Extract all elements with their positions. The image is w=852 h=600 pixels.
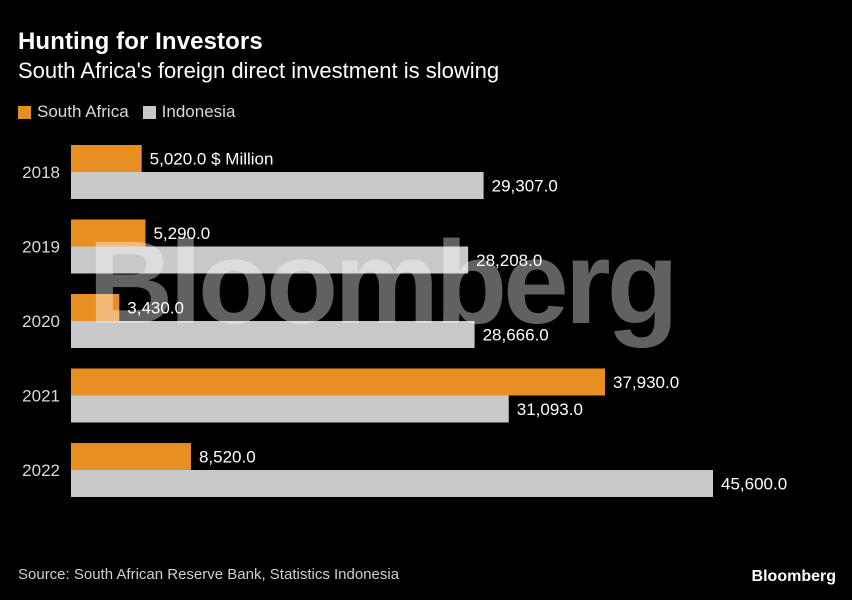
- bar-south-africa-2021: [71, 368, 606, 396]
- legend-swatch-indonesia: [142, 105, 156, 119]
- value-label-indonesia-2019: 28,208.0: [476, 251, 542, 270]
- bar-south-africa-2018: [71, 145, 142, 172]
- legend-swatch-south-africa: [18, 105, 31, 119]
- bar-indonesia-2019: [71, 246, 469, 274]
- value-label-south-africa-2020: 3,430.0: [127, 299, 184, 318]
- category-label-2020: 2020: [22, 312, 60, 331]
- value-label-indonesia-2022: 45,600.0: [721, 475, 787, 494]
- value-label-indonesia-2021: 31,093.0: [517, 400, 583, 419]
- value-label-south-africa-2021: 37,930.0: [613, 373, 679, 392]
- value-label-south-africa-2018: 5,020.0 $ Million: [150, 150, 274, 169]
- legend-label-indonesia: Indonesia: [161, 102, 236, 121]
- category-label-2021: 2021: [22, 387, 60, 406]
- chart-subtitle: South Africa's foreign direct investment…: [18, 58, 500, 83]
- legend-label-south-africa: South Africa: [37, 102, 129, 121]
- source-note: Source: South African Reserve Bank, Stat…: [18, 566, 400, 583]
- category-label-2022: 2022: [22, 461, 60, 480]
- bloomberg-logo: Bloomberg: [751, 568, 836, 585]
- bar-indonesia-2018: [71, 172, 484, 199]
- chart-title: Hunting for Investors: [18, 28, 263, 55]
- value-label-indonesia-2020: 28,666.0: [483, 326, 549, 345]
- bar-south-africa-2019: [71, 219, 146, 247]
- bar-indonesia-2020: [71, 321, 475, 348]
- bar-indonesia-2021: [71, 395, 509, 423]
- category-label-2018: 2018: [22, 163, 60, 182]
- bar-south-africa-2022: [71, 443, 191, 470]
- bar-indonesia-2022: [71, 470, 713, 497]
- value-label-south-africa-2022: 8,520.0: [199, 448, 256, 467]
- value-label-south-africa-2019: 5,290.0: [153, 224, 210, 243]
- value-label-indonesia-2018: 29,307.0: [492, 177, 558, 196]
- legend-item-south-africa: South Africa: [18, 102, 129, 122]
- legend-item-indonesia: Indonesia: [142, 102, 236, 122]
- category-label-2019: 2019: [22, 238, 60, 257]
- legend: South Africa Indonesia: [18, 102, 249, 122]
- bar-south-africa-2020: [71, 294, 120, 321]
